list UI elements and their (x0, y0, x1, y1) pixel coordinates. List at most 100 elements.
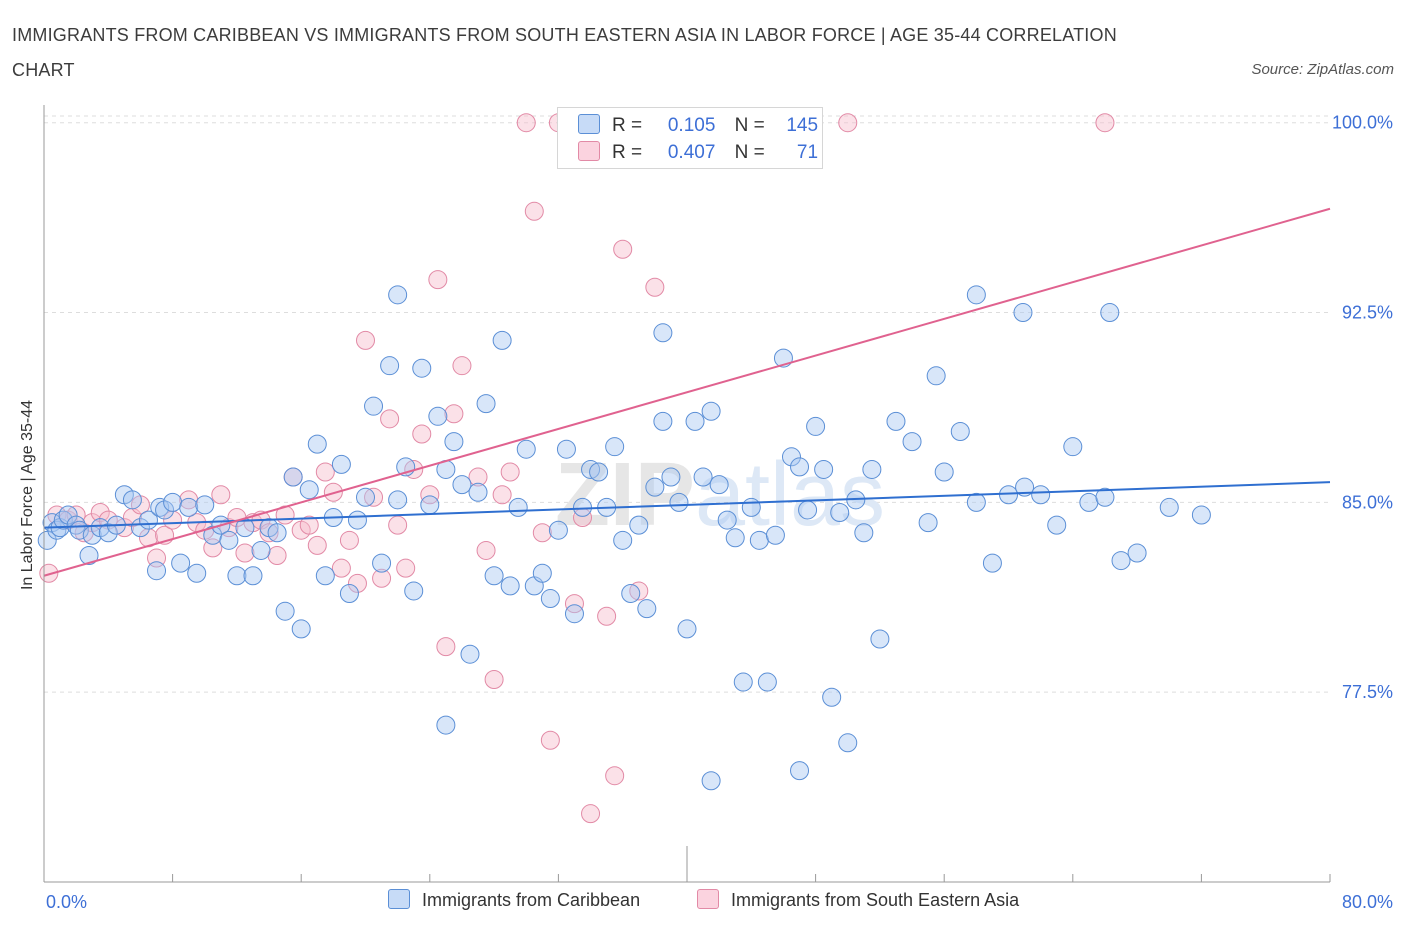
data-point (122, 490, 142, 510)
data-point (581, 459, 601, 479)
trend-lines (43, 207, 1331, 577)
data-point (1063, 437, 1083, 457)
data-point (661, 467, 681, 487)
data-point (999, 485, 1018, 505)
legend-row-caribbean: R = 0.105 N = 145 (578, 114, 818, 136)
data-point (299, 480, 319, 500)
data-point (532, 523, 552, 543)
source-label: Source: ZipAtlas.com (1251, 61, 1394, 78)
data-point (749, 530, 769, 550)
data-point (388, 490, 408, 510)
data-point (1191, 505, 1211, 525)
x-tick-labels: 0.0% 80.0% (46, 892, 1393, 912)
y-tick-label: 85.0% (1342, 492, 1393, 512)
data-point (781, 447, 801, 467)
legend-swatch-pink (697, 889, 719, 909)
trend-line-sea (43, 207, 1331, 577)
watermark-atlas: atlas (695, 445, 885, 545)
stats-legend: R = 0.105 N = 145 R = 0.407 N = 71 (557, 107, 823, 169)
data-point (645, 477, 665, 497)
data-point (283, 467, 303, 487)
data-point (1111, 551, 1131, 571)
data-point (195, 495, 215, 515)
data-point (605, 766, 625, 786)
data-point (372, 568, 392, 588)
data-point (822, 687, 842, 707)
data-point (581, 804, 601, 824)
data-point (548, 520, 568, 540)
data-point (331, 558, 351, 578)
data-point (950, 421, 970, 441)
data-point (476, 540, 496, 560)
x-tick-label: 80.0% (1342, 892, 1393, 912)
data-point (1079, 492, 1099, 512)
data-point (701, 401, 721, 421)
data-point (645, 277, 665, 297)
data-point (605, 437, 625, 457)
data-point (364, 487, 384, 507)
data-point (492, 330, 512, 350)
data-point (98, 523, 118, 543)
legend-n-label: N = (734, 142, 765, 163)
data-point (717, 510, 737, 530)
data-point (291, 619, 311, 639)
legend-label-caribbean: Immigrants from Caribbean (422, 890, 641, 910)
data-point (47, 520, 67, 540)
data-point (315, 462, 335, 482)
data-point (420, 485, 440, 505)
data-point (854, 523, 874, 543)
data-point (219, 530, 239, 550)
data-point (484, 670, 504, 690)
data-point (926, 366, 946, 386)
data-point (589, 462, 609, 482)
data-point (613, 239, 633, 259)
legend-n-value: 71 (796, 142, 819, 163)
data-point (1127, 543, 1147, 563)
data-point (516, 439, 536, 459)
data-point (476, 394, 496, 414)
legend-swatch-pink (578, 141, 600, 161)
data-point (757, 672, 777, 692)
data-point (388, 285, 408, 305)
data-point (653, 323, 673, 343)
blue-series-points (37, 285, 1211, 791)
data-point (1095, 487, 1115, 507)
data-point (838, 113, 858, 133)
data-point (556, 439, 576, 459)
data-point (396, 558, 416, 578)
data-point (380, 356, 400, 376)
data-point (1031, 485, 1051, 505)
data-point (412, 358, 432, 378)
data-point (1100, 303, 1120, 323)
data-point (356, 330, 375, 350)
data-point (468, 482, 488, 502)
data-point (701, 771, 721, 791)
data-point (524, 201, 544, 221)
data-point (902, 432, 922, 452)
data-point (508, 497, 528, 517)
data-point (356, 487, 375, 507)
legend-n-label: N = (734, 115, 765, 136)
data-point (741, 497, 761, 517)
data-point (621, 583, 641, 603)
data-point (468, 467, 488, 487)
data-point (725, 528, 745, 548)
data-point (677, 619, 697, 639)
data-point (870, 629, 890, 649)
data-point (790, 457, 810, 477)
data-point (339, 583, 359, 603)
data-point (452, 475, 472, 495)
data-point (364, 396, 384, 416)
data-point (251, 540, 271, 560)
data-point (733, 672, 753, 692)
data-point (597, 606, 617, 626)
y-tick-label: 77.5% (1342, 682, 1393, 702)
data-point (653, 411, 673, 431)
data-point (150, 497, 170, 517)
data-point (500, 576, 520, 596)
data-point (838, 733, 858, 753)
y-tick-label: 100.0% (1332, 113, 1393, 133)
data-point (765, 525, 785, 545)
data-point (404, 581, 424, 601)
data-point (259, 523, 279, 543)
